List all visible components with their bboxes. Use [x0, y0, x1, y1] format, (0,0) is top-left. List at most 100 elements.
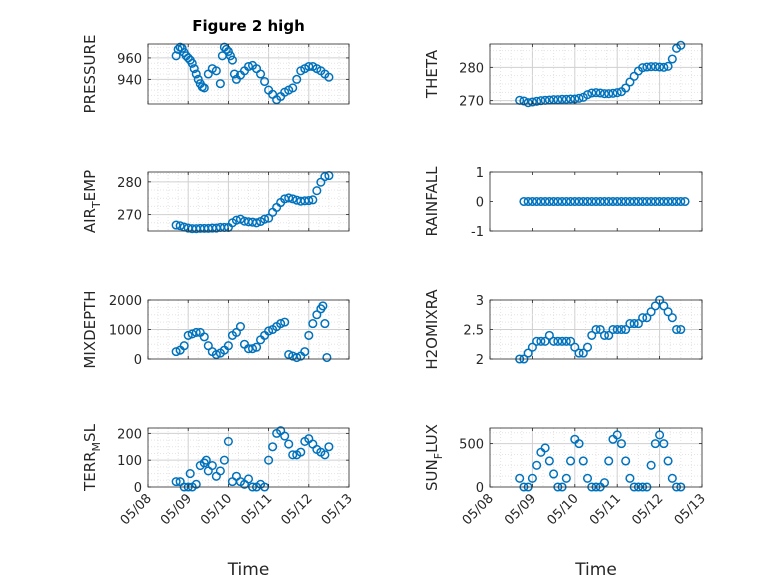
data-point [227, 55, 237, 65]
data-point [215, 466, 225, 476]
data-point [243, 474, 254, 484]
data-point [318, 301, 328, 311]
axes-box [489, 43, 703, 105]
data-point [621, 456, 631, 466]
data-point [247, 344, 258, 354]
data-point [553, 196, 563, 207]
data-point [650, 439, 660, 449]
data-point [663, 61, 673, 71]
data-point [655, 62, 665, 72]
data-point [251, 218, 262, 228]
data-point [566, 196, 576, 207]
mixdepth-ylabel: MIXDEPTH [81, 290, 99, 368]
data-point [527, 473, 537, 483]
y-tick-label: 270 [459, 95, 484, 110]
data-point [304, 61, 314, 72]
data-point [676, 40, 686, 50]
data-point [223, 341, 233, 351]
data-point [578, 196, 588, 207]
data-point [171, 220, 181, 230]
data-point [280, 317, 290, 327]
data-point [264, 455, 274, 465]
data-point [612, 88, 622, 98]
data-point [324, 442, 334, 452]
data-point [659, 301, 669, 311]
data-point [566, 94, 576, 104]
data-point [235, 322, 246, 332]
data-point [296, 447, 306, 457]
data-point [625, 473, 635, 483]
x-tick-label: 05/08 [460, 491, 497, 528]
x-tick-label: 05/11 [238, 491, 275, 528]
data-point [515, 473, 525, 483]
data-point [638, 63, 648, 73]
data-point [616, 439, 626, 449]
data-point [650, 62, 660, 72]
data-point [659, 196, 669, 207]
data-point [536, 196, 546, 207]
data-point [211, 66, 221, 76]
data-point [300, 347, 310, 357]
data-point [532, 96, 542, 106]
data-point [612, 430, 622, 440]
data-point [225, 51, 235, 61]
data-point [519, 196, 529, 207]
data-point [532, 460, 542, 470]
data-point [193, 74, 203, 84]
x-tick-label: 05/10 [545, 491, 582, 528]
subplot-sun-flux: 0 500 SUNFLUX 05/08 05/09 05/10 05/11 05/12 05/1… [423, 424, 709, 580]
data-point [663, 196, 673, 207]
data-point [191, 327, 201, 338]
data-point [211, 350, 221, 360]
y-tick-label: 960 [117, 52, 142, 67]
data-point [171, 347, 181, 357]
data-point [629, 319, 639, 329]
data-point [591, 196, 601, 207]
data-point [642, 196, 652, 207]
y-tick-label: 1 [476, 166, 484, 181]
data-point [650, 301, 660, 311]
data-point [625, 77, 635, 87]
data-point [324, 72, 334, 82]
x-tick-label: 05/08 [118, 491, 155, 528]
data-point [177, 43, 187, 53]
data-point [655, 196, 665, 207]
data-point [561, 473, 571, 483]
data-point [557, 94, 567, 104]
data-point [557, 336, 567, 346]
axes-box [147, 427, 350, 488]
x-tick-label: 05/12 [629, 491, 666, 528]
data-point [608, 324, 618, 335]
subplot-grid: 940 960 PRESSURE 270 280 THETA 270 280 AIRTEMP -1… [81, 35, 709, 580]
data-point [527, 196, 537, 207]
data-point [621, 324, 631, 335]
data-point [175, 221, 185, 231]
data-point [187, 58, 197, 68]
data-point [659, 439, 669, 449]
x-tick-label: 05/11 [587, 491, 624, 528]
data-point [207, 460, 217, 471]
data-point [578, 348, 588, 358]
data-point [185, 469, 195, 479]
data-point [646, 62, 656, 72]
y-tick-label: 280 [459, 61, 484, 76]
data-point [292, 352, 302, 363]
theta-ylabel: THETA [423, 49, 441, 99]
y-tick-label: 0 [134, 353, 142, 368]
data-point [557, 196, 567, 207]
data-point [599, 330, 610, 340]
data-point [604, 330, 614, 340]
data-point [536, 96, 546, 106]
axes-box [147, 171, 350, 232]
rainfall-ylabel: RAINFALL [423, 166, 441, 237]
data-point [308, 195, 318, 205]
axes-box [147, 43, 350, 105]
data-point [561, 196, 571, 207]
x-axis-label: Time [574, 560, 617, 580]
y-tick-label: 200 [117, 427, 142, 442]
data-point [616, 196, 626, 207]
data-point [646, 460, 656, 470]
data-point [221, 44, 231, 54]
data-point [561, 336, 571, 346]
data-point [574, 439, 584, 449]
